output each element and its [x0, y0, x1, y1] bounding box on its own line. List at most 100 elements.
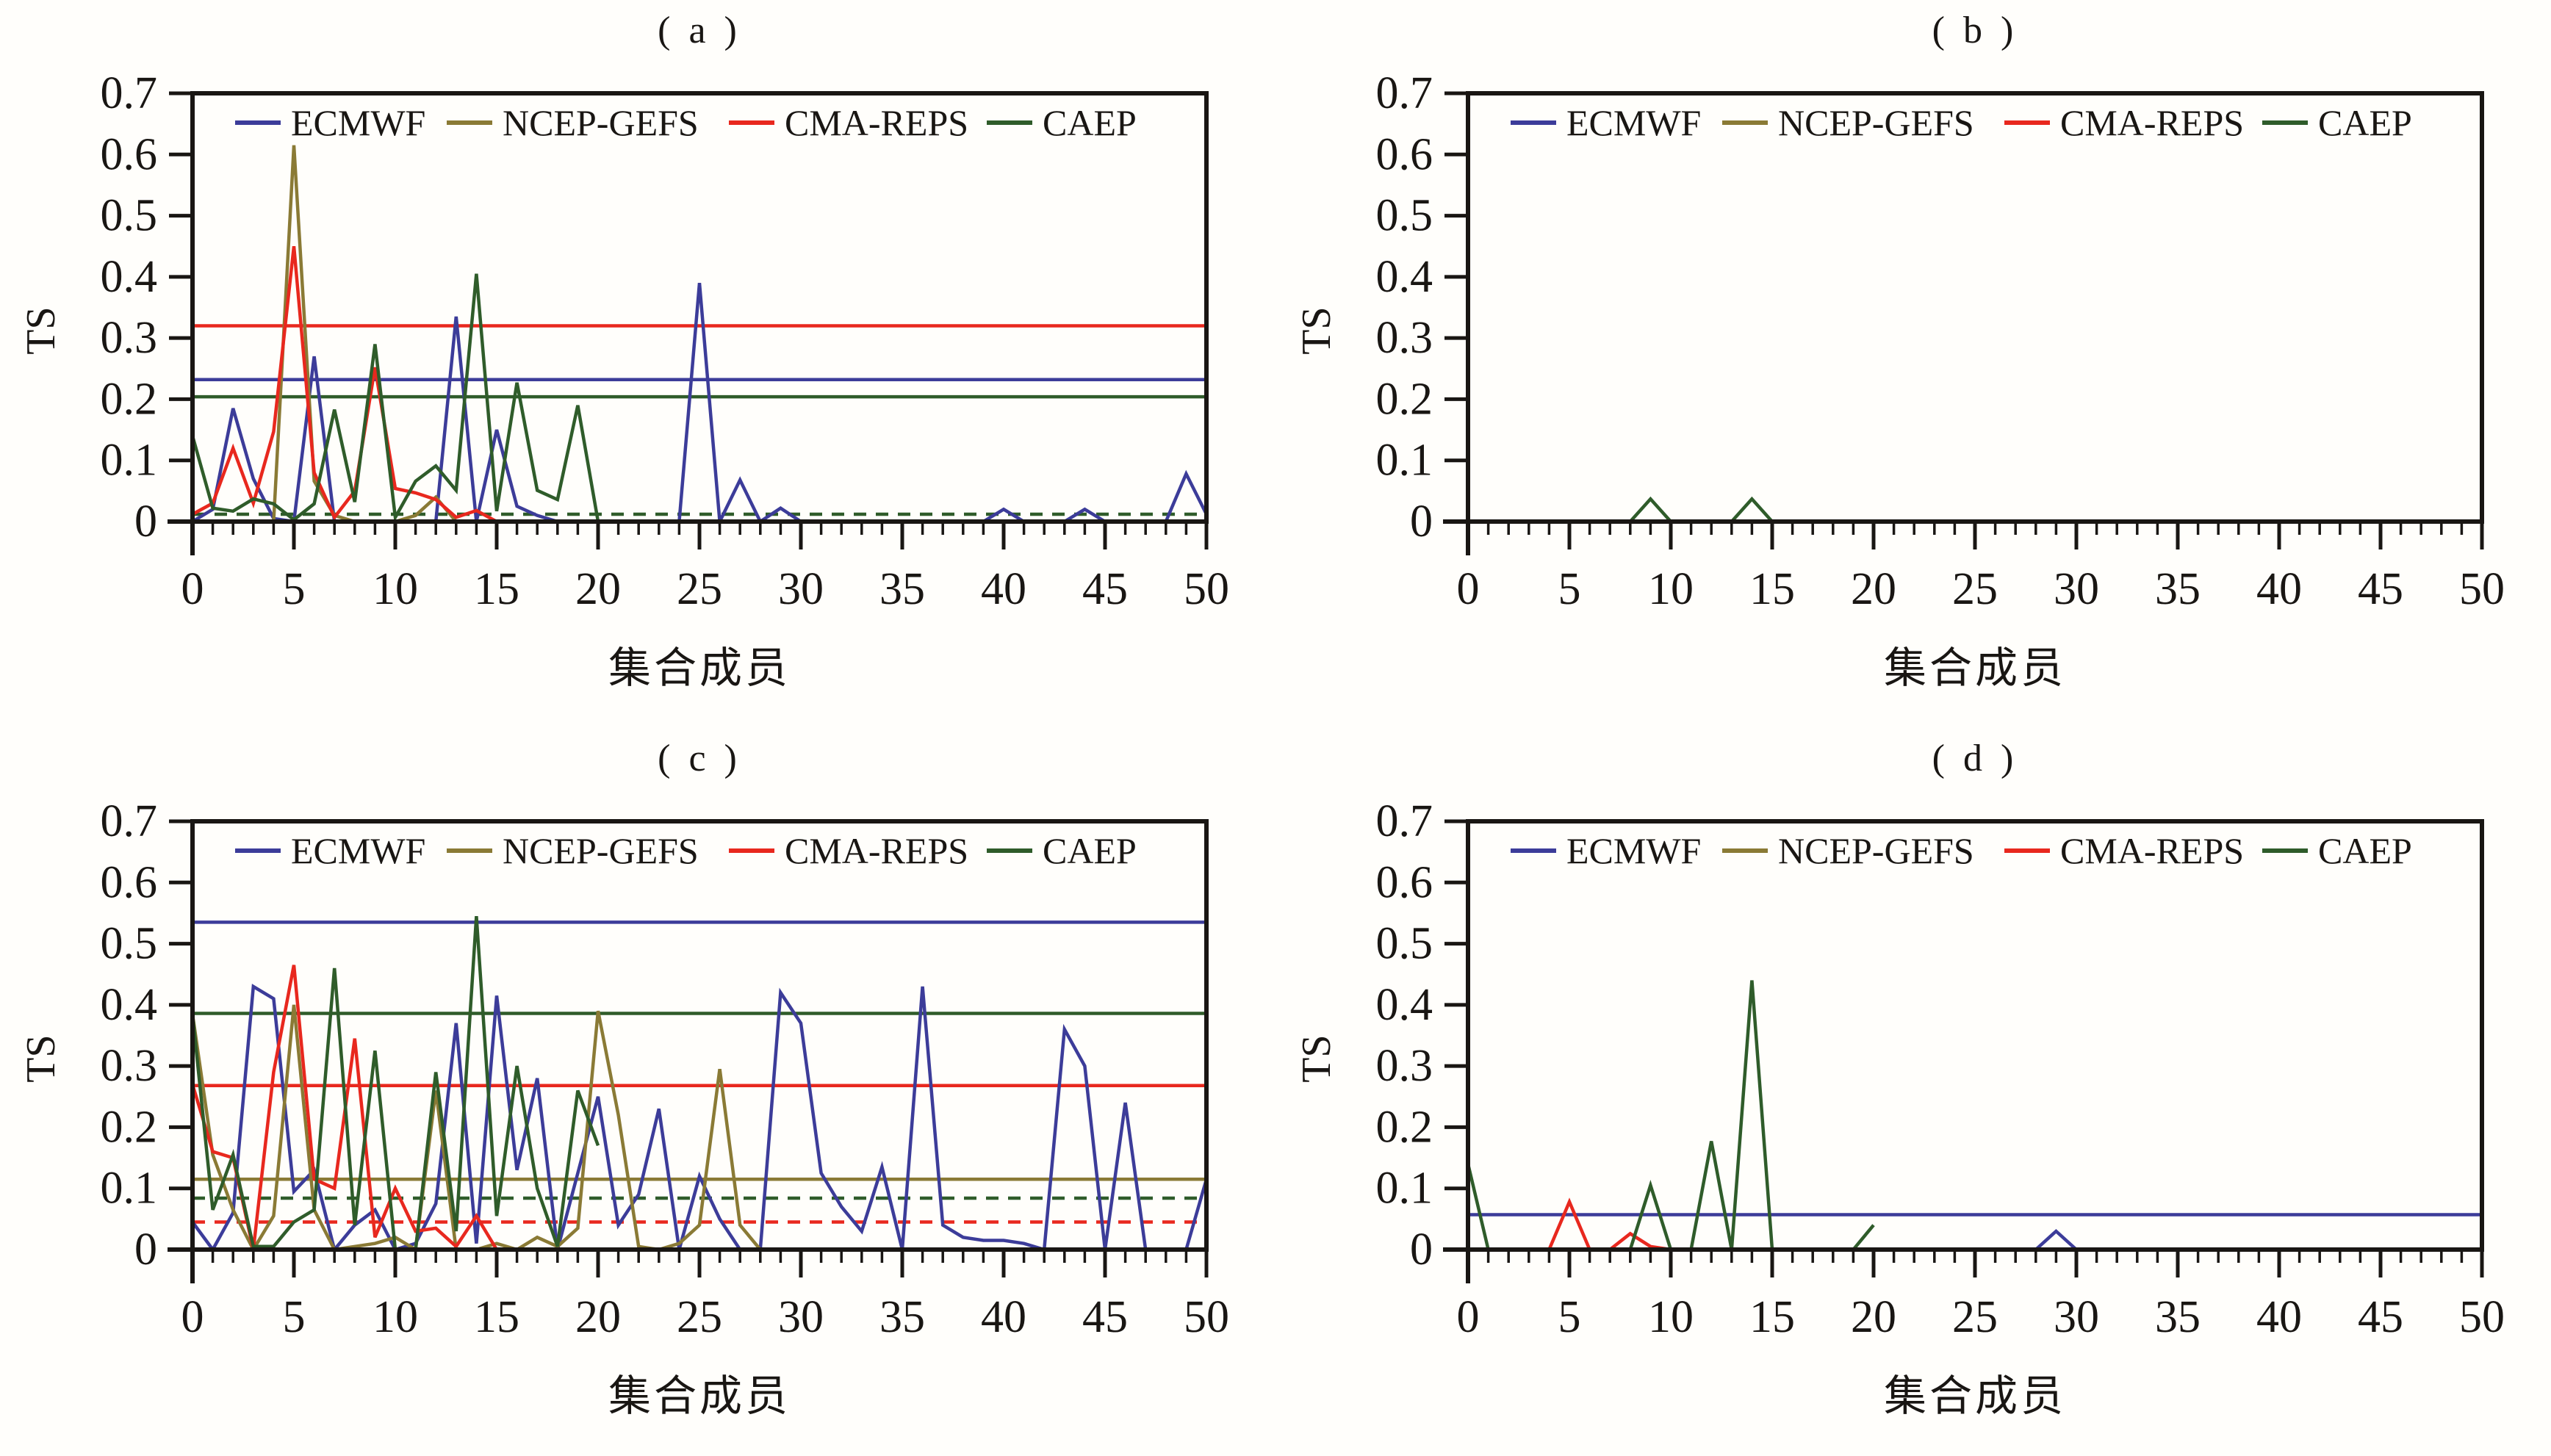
- panel-a: ( a ) 0 5 10 15 20 25 30 35 40 45 50 0 0.1 0.2 0.3 0.4 0…: [0, 0, 1276, 728]
- panel-c: ( c ) 0 5 10 15 20 25 30 35 40 45 50 0 0.1 0.2 0.3 0.4 0…: [0, 728, 1276, 1456]
- series-ecmwf-line: [191, 283, 1209, 528]
- x-axis-ticks: [1466, 522, 2484, 549]
- svg-text:45: 45: [2358, 1292, 2403, 1342]
- panel-d-title: ( d ): [1932, 738, 2018, 779]
- svg-text:50: 50: [1184, 1292, 1229, 1342]
- svg-text:0.1: 0.1: [101, 1164, 158, 1214]
- svg-text:0.1: 0.1: [1376, 436, 1433, 486]
- svg-text:0.6: 0.6: [101, 857, 158, 907]
- svg-text:0.4: 0.4: [101, 980, 158, 1030]
- svg-text:40: 40: [981, 564, 1026, 614]
- svg-text:45: 45: [1082, 1292, 1128, 1342]
- panel-a-title: ( a ): [658, 10, 741, 51]
- svg-text:0: 0: [181, 564, 204, 614]
- svg-text:50: 50: [2459, 564, 2505, 614]
- svg-text:35: 35: [879, 1292, 925, 1342]
- svg-text:0.1: 0.1: [101, 436, 158, 486]
- svg-text:0.2: 0.2: [1376, 374, 1433, 424]
- svg-text:5: 5: [1558, 1292, 1581, 1342]
- svg-text:0.2: 0.2: [101, 374, 158, 424]
- panel-a-y-axis-label: TS: [18, 306, 64, 355]
- panel-c-title: ( c ): [658, 738, 741, 779]
- y-axis-ticks: 0 0.1 0.2 0.3 0.4 0.5 0.6 0.7: [1376, 796, 1468, 1275]
- svg-text:0: 0: [134, 497, 157, 547]
- series-lines: [1466, 980, 2482, 1252]
- svg-text:25: 25: [677, 564, 722, 614]
- series-caep-line: [1468, 496, 1874, 524]
- x-axis-tick-labels: 0 5 10 15 20 25 30 35 40 45 50: [1457, 564, 2505, 614]
- svg-text:0: 0: [1410, 497, 1433, 547]
- panel-b-x-axis-label: 集合成员: [1883, 644, 2066, 692]
- panel-b-y-axis-label: TS: [1294, 306, 1339, 355]
- svg-text:20: 20: [1851, 1292, 1896, 1342]
- series-lines: [1468, 496, 2482, 524]
- svg-text:30: 30: [2054, 1292, 2099, 1342]
- panel-b-canvas: 0 5 10 15 20 25 30 35 40 45 5000.10.20.30.40.50.60…: [1376, 68, 2505, 614]
- x-axis-tick-labels: 0 5 10 15 20 25 30 35 40 45 50: [181, 1292, 1230, 1342]
- panel-b: ( b ) 0 5 10 15 20 25 30 35 40 45 50 0 0.1 0.2 0.3 0.4 0…: [1276, 0, 2551, 728]
- svg-text:35: 35: [879, 564, 925, 614]
- svg-text:5: 5: [283, 1292, 306, 1342]
- x-axis-tick-labels: 0 5 10 15 20 25 30 35 40 45 50: [1457, 1292, 2505, 1342]
- svg-text:0.3: 0.3: [101, 1041, 158, 1091]
- series-caep-line: [190, 273, 600, 523]
- panel-c-canvas: 0 5 10 15 20 25 30 35 40 45 5000.10.20.30.40.50.60…: [101, 796, 1230, 1342]
- panel-c-x-axis-label: 集合成员: [608, 1372, 791, 1420]
- axis-frame: [168, 819, 1209, 1283]
- panel-d: ( d ) 0 5 10 15 20 25 30 35 40 45 50 0 0.1 0.2 0.3 0.4 0…: [1276, 728, 2551, 1456]
- svg-text:0.7: 0.7: [1376, 68, 1433, 118]
- svg-text:30: 30: [778, 1292, 824, 1342]
- svg-text:20: 20: [1851, 564, 1896, 614]
- svg-text:35: 35: [2155, 1292, 2201, 1342]
- svg-text:0: 0: [1457, 564, 1480, 614]
- svg-text:15: 15: [474, 564, 519, 614]
- svg-text:10: 10: [1648, 564, 1694, 614]
- svg-text:40: 40: [2256, 564, 2302, 614]
- svg-text:5: 5: [1558, 564, 1581, 614]
- svg-text:25: 25: [677, 1292, 722, 1342]
- series-lines: [190, 145, 1209, 528]
- svg-text:0.7: 0.7: [1376, 796, 1433, 846]
- svg-text:0.7: 0.7: [101, 796, 158, 846]
- svg-text:0: 0: [1410, 1225, 1433, 1275]
- svg-text:0.6: 0.6: [1376, 129, 1433, 179]
- axis-frame: [1443, 91, 2484, 555]
- panel-c-y-axis-label: TS: [18, 1034, 64, 1083]
- svg-text:15: 15: [474, 1292, 519, 1342]
- svg-text:30: 30: [778, 564, 824, 614]
- x-axis-ticks: [1466, 1250, 2484, 1277]
- svg-text:25: 25: [1952, 1292, 1998, 1342]
- y-axis-ticks: 0 0.1 0.2 0.3 0.4 0.5 0.6 0.7: [101, 68, 193, 547]
- ref-lines: [193, 324, 1206, 516]
- svg-text:0: 0: [181, 1292, 204, 1342]
- panel-a-canvas: 0 5 10 15 20 25 30 35 40 45 5000.10.20.30.40.50.60…: [101, 68, 1230, 614]
- svg-text:0.7: 0.7: [101, 68, 158, 118]
- svg-text:0.6: 0.6: [101, 129, 158, 179]
- svg-text:30: 30: [2054, 564, 2099, 614]
- svg-text:20: 20: [575, 1292, 621, 1342]
- svg-text:50: 50: [1184, 564, 1229, 614]
- svg-text:10: 10: [373, 1292, 418, 1342]
- svg-text:50: 50: [2459, 1292, 2505, 1342]
- x-axis-tick-labels: 0 5 10 15 20 25 30 35 40 45 50: [181, 564, 1230, 614]
- svg-text:0.4: 0.4: [101, 252, 158, 302]
- svg-text:0: 0: [134, 1225, 157, 1275]
- svg-text:0.4: 0.4: [1376, 980, 1433, 1030]
- svg-text:45: 45: [2358, 564, 2403, 614]
- svg-text:25: 25: [1952, 564, 1998, 614]
- svg-text:0.5: 0.5: [101, 191, 158, 241]
- panel-d-y-axis-label: TS: [1294, 1034, 1339, 1083]
- svg-text:0.3: 0.3: [1376, 1041, 1433, 1091]
- svg-text:0.2: 0.2: [101, 1102, 158, 1152]
- panel-d-x-axis-label: 集合成员: [1883, 1372, 2066, 1420]
- svg-text:0.4: 0.4: [1376, 252, 1433, 302]
- svg-text:35: 35: [2155, 564, 2201, 614]
- series-cma_reps-line: [191, 245, 498, 523]
- panel-a-x-axis-label: 集合成员: [608, 644, 791, 692]
- series-ncep_gefs-line: [193, 145, 598, 524]
- x-axis-ticks: [190, 522, 1209, 549]
- y-axis-ticks: 0 0.1 0.2 0.3 0.4 0.5 0.6 0.7: [1376, 68, 1468, 547]
- svg-text:10: 10: [1648, 1292, 1694, 1342]
- svg-text:10: 10: [373, 564, 418, 614]
